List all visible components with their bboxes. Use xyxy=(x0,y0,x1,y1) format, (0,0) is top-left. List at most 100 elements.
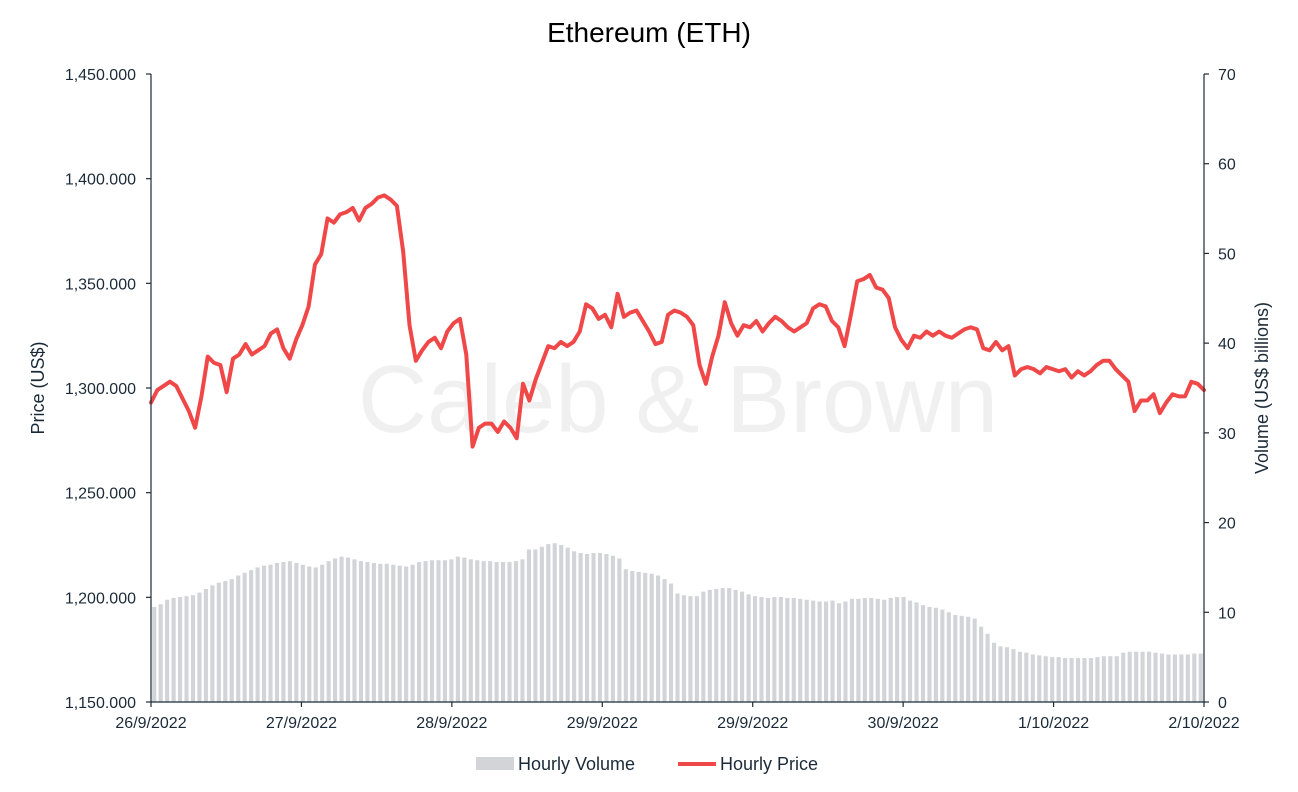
right-tick-label: 70 xyxy=(1218,67,1236,84)
volume-bar xyxy=(249,570,254,702)
volume-bar xyxy=(817,601,822,702)
volume-bar xyxy=(985,633,990,702)
volume-bar xyxy=(339,556,344,702)
volume-bar xyxy=(307,566,312,702)
volume-bar xyxy=(998,646,1003,702)
volume-bar xyxy=(326,561,331,702)
volume-bar xyxy=(1127,651,1132,702)
volume-bar xyxy=(223,580,228,702)
volume-bar xyxy=(345,557,351,702)
volume-bar xyxy=(623,569,628,702)
left-tick-label: 1,300.000 xyxy=(65,381,136,398)
volume-bar xyxy=(436,560,441,702)
volume-bar xyxy=(268,564,273,702)
volume-bar xyxy=(940,609,945,702)
volume-bar xyxy=(494,562,499,702)
volume-bar xyxy=(481,561,486,702)
volume-bar xyxy=(643,572,648,702)
volume-bar xyxy=(526,549,531,702)
volume-bar xyxy=(675,593,680,702)
volume-bar xyxy=(578,553,583,702)
volume-bar xyxy=(378,563,383,702)
volume-bar xyxy=(888,597,893,702)
volume-bar xyxy=(358,561,364,702)
volume-bar xyxy=(875,598,880,702)
volume-bar xyxy=(778,597,783,702)
volume-bar xyxy=(1050,657,1055,702)
left-axis-title: Price (US$) xyxy=(28,341,48,434)
volume-bar xyxy=(352,559,357,702)
legend-volume-swatch xyxy=(476,757,514,770)
volume-bar xyxy=(1198,653,1203,702)
volume-bar xyxy=(1134,651,1139,702)
volume-bar xyxy=(404,566,409,702)
volume-bar xyxy=(933,607,938,702)
volume-bar xyxy=(740,591,745,702)
volume-bar xyxy=(914,602,919,702)
right-tick-label: 20 xyxy=(1218,516,1236,533)
volume-bar xyxy=(397,565,402,702)
left-tick-label: 1,350.000 xyxy=(65,276,136,293)
volume-bar xyxy=(1082,658,1087,702)
volume-bar xyxy=(662,579,667,702)
volume-bar xyxy=(1043,656,1048,702)
left-tick-label: 1,200.000 xyxy=(65,590,136,607)
volume-bar xyxy=(1108,656,1113,702)
volume-bar xyxy=(811,600,816,702)
volume-bar xyxy=(255,567,260,702)
volume-bar xyxy=(972,618,977,702)
x-tick-label: 30/9/2022 xyxy=(868,715,939,732)
volume-bar xyxy=(449,559,454,702)
volume-bar xyxy=(559,545,564,702)
volume-bar xyxy=(681,595,687,702)
volume-bar xyxy=(901,597,906,702)
volume-bar xyxy=(804,599,809,702)
volume-bar xyxy=(836,603,842,702)
legend: Hourly Volume Hourly Price xyxy=(476,754,818,774)
volume-bar xyxy=(1121,652,1126,702)
legend-price-label: Hourly Price xyxy=(720,754,818,774)
volume-bar xyxy=(791,597,796,702)
left-tick-label: 1,150.000 xyxy=(65,695,136,712)
volume-bar xyxy=(236,575,241,702)
volume-bar xyxy=(184,596,189,702)
volume-bar xyxy=(785,597,790,702)
volume-bar xyxy=(752,596,758,702)
x-ticks: 26/9/2022 27/9/2022 28/9/2022 29/9/2022 29/9… xyxy=(115,702,1240,732)
x-tick-label: 28/9/2022 xyxy=(416,715,487,732)
left-tick-label: 1,400.000 xyxy=(65,172,136,189)
volume-bar xyxy=(1011,649,1016,702)
volume-bar xyxy=(178,597,183,702)
volume-bar xyxy=(772,597,777,702)
volume-bar xyxy=(1192,653,1197,702)
volume-bar xyxy=(507,562,512,702)
volume-bar xyxy=(313,567,318,702)
volume-bar xyxy=(953,614,958,702)
volume-bar xyxy=(759,597,764,702)
volume-bar xyxy=(584,553,590,702)
volume-bar xyxy=(1101,656,1106,702)
volume-bar xyxy=(552,543,557,702)
right-tick-label: 10 xyxy=(1218,605,1236,622)
volume-bar xyxy=(746,594,751,702)
x-tick-label: 2/10/2022 xyxy=(1168,715,1239,732)
volume-bar xyxy=(417,562,422,702)
volume-bar xyxy=(991,642,997,702)
volume-bar xyxy=(765,597,770,702)
volume-bar xyxy=(1166,654,1171,702)
volume-bar xyxy=(927,606,932,702)
volume-bar xyxy=(242,572,247,702)
volume-bar xyxy=(720,588,725,702)
x-tick-label: 29/9/2022 xyxy=(717,715,788,732)
volume-bar xyxy=(656,575,661,702)
right-ticks: 0 10 20 30 40 50 60 70 xyxy=(1204,67,1236,712)
volume-bar xyxy=(668,583,674,702)
volume-bar xyxy=(688,596,693,702)
right-axis-title: Volume (US$ billions) xyxy=(1252,302,1272,474)
volume-bar xyxy=(1140,651,1145,702)
volume-bar xyxy=(869,597,874,702)
volume-bar xyxy=(1030,654,1035,702)
volume-bar xyxy=(294,562,299,702)
volume-bar xyxy=(1024,652,1029,702)
